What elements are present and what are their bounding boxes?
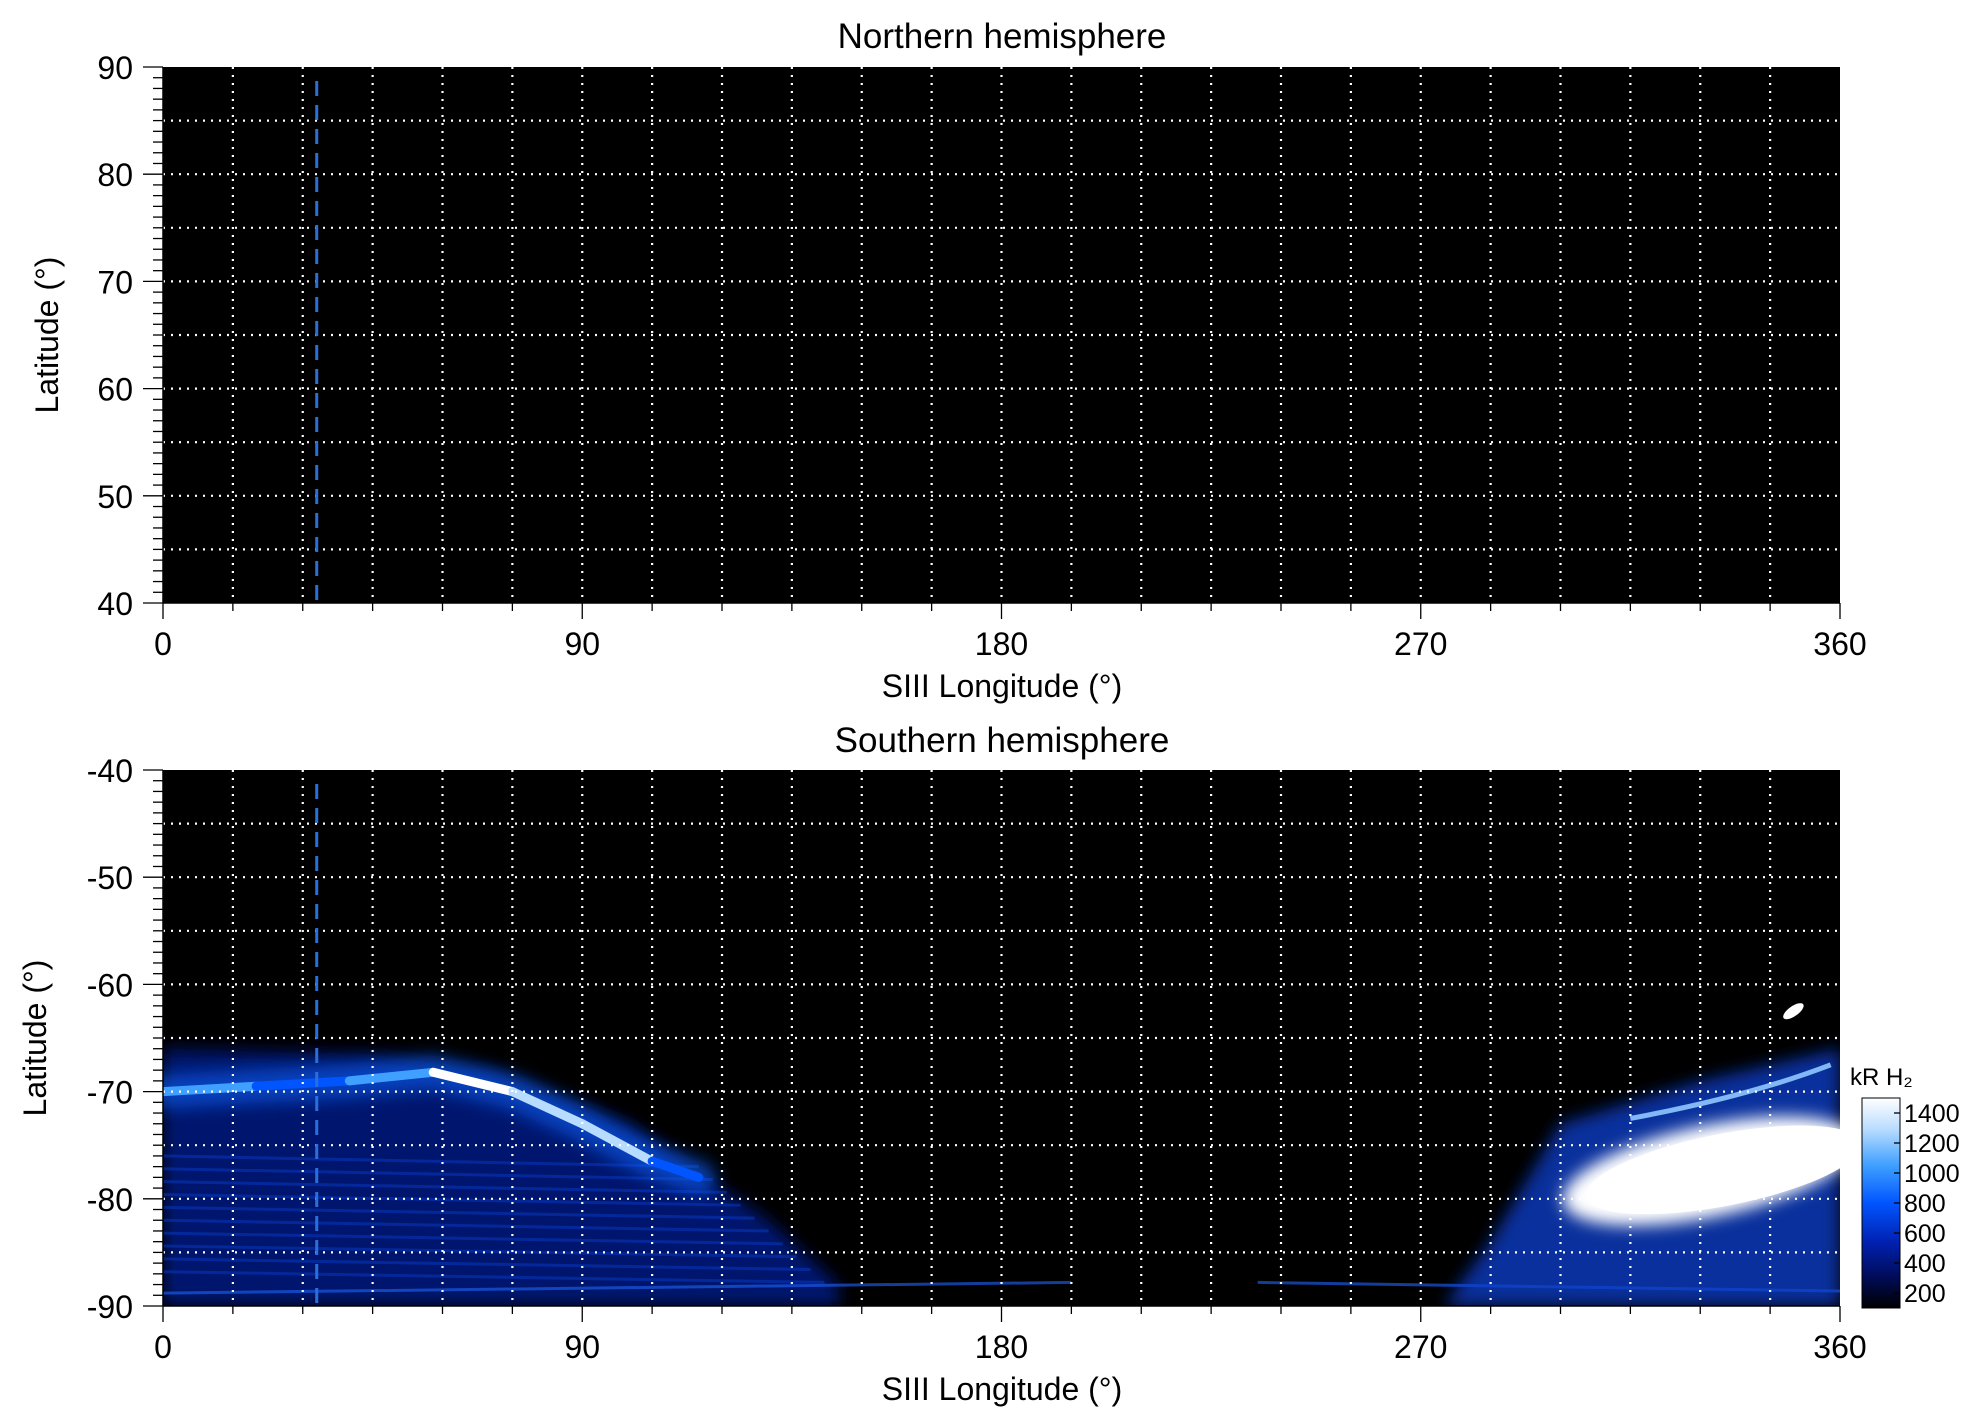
colorbar-tick-label: 400 [1904,1250,1946,1278]
south-striation-left [163,1167,713,1182]
south-main-oval-segment [344,1067,438,1086]
south-main-oval-segment [507,1087,587,1129]
south-grid [163,770,1840,1306]
south-main-oval-segment [163,1081,261,1097]
south-x-axis: 0 90 180 270 360 [154,1305,1867,1365]
south-x-tick-label: 360 [1813,1329,1866,1365]
south-striation-left [163,1205,755,1220]
south-x-tick-label: 90 [564,1329,600,1365]
south-bright-core [1585,1125,1840,1215]
south-x-tick-label: 180 [975,1329,1028,1365]
south-main-oval-segment [647,1156,704,1182]
south-y-tick-label: -60 [87,967,133,1003]
south-striation-left [163,1180,727,1194]
north-y-axis: 40 50 60 70 80 90 [97,50,164,622]
south-y-axis: -90 -80 -70 -60 -50 -40 [87,753,164,1325]
southern-panel: Southern hemisphere -90 -80 -70 -60 -50 -40 0… [17,721,1867,1407]
south-striation-left [163,1270,825,1284]
south-striation-left [163,1257,811,1272]
north-y-axis-label: Latitude (°) [29,257,65,414]
north-x-axis: 0 90 180 270 360 [154,602,1867,662]
south-striation-left [163,1218,769,1233]
south-arc-right [1629,1062,1832,1121]
south-x-axis-label: SIII Longitude (°) [882,1371,1122,1407]
south-y-tick-label: -90 [87,1289,133,1325]
south-polar-streak-left [163,1280,1072,1295]
colorbar-tick-label: 200 [1904,1280,1946,1308]
north-grid [163,67,1840,603]
north-x-tick-label: 270 [1394,626,1447,662]
south-striation-left [163,1154,699,1169]
south-striation-left [163,1244,797,1259]
north-y-tick-label: 60 [97,372,133,408]
colorbar-label: kR H₂ [1850,1064,1913,1091]
colorbar-gradient [1861,1097,1901,1309]
north-y-tick-label: 70 [97,264,133,300]
north-x-tick-label: 0 [154,626,172,662]
south-y-tick-label: -50 [87,860,133,896]
north-y-tick-label: 80 [97,157,133,193]
south-y-axis-label: Latitude (°) [17,960,53,1117]
north-x-axis-label: SIII Longitude (°) [882,668,1122,704]
south-main-oval-segment [577,1119,657,1166]
colorbar-tick-label: 1000 [1904,1160,1960,1188]
colorbar-tick-label: 600 [1904,1220,1946,1248]
north-y-tick-label: 90 [97,50,133,86]
colorbar-tick-label: 800 [1904,1190,1946,1218]
northern-panel: Northern hemisphere 40 50 60 70 80 90 0 90 180 2… [29,17,1867,704]
south-spot [1783,1003,1804,1020]
south-x-tick-label: 0 [154,1329,172,1365]
colorbar-tick-label: 1400 [1904,1100,1960,1128]
south-title: Southern hemisphere [835,721,1170,760]
south-main-oval-segment [428,1067,517,1097]
south-diffuse-glow-left [163,1048,839,1306]
south-y-tick-label: -70 [87,1075,133,1111]
colorbar-tick-label: 1200 [1904,1130,1960,1158]
north-y-tick-label: 40 [97,586,133,622]
north-x-tick-label: 360 [1813,626,1866,662]
south-striation-left [163,1231,783,1246]
south-y-tick-label: -40 [87,753,133,789]
north-x-tick-label: 90 [564,626,600,662]
north-title: Northern hemisphere [838,17,1167,56]
south-y-tick-label: -80 [87,1182,133,1218]
south-x-tick-label: 270 [1394,1329,1447,1365]
north-x-tick-label: 180 [975,626,1028,662]
north-y-tick-label: 50 [97,479,133,515]
